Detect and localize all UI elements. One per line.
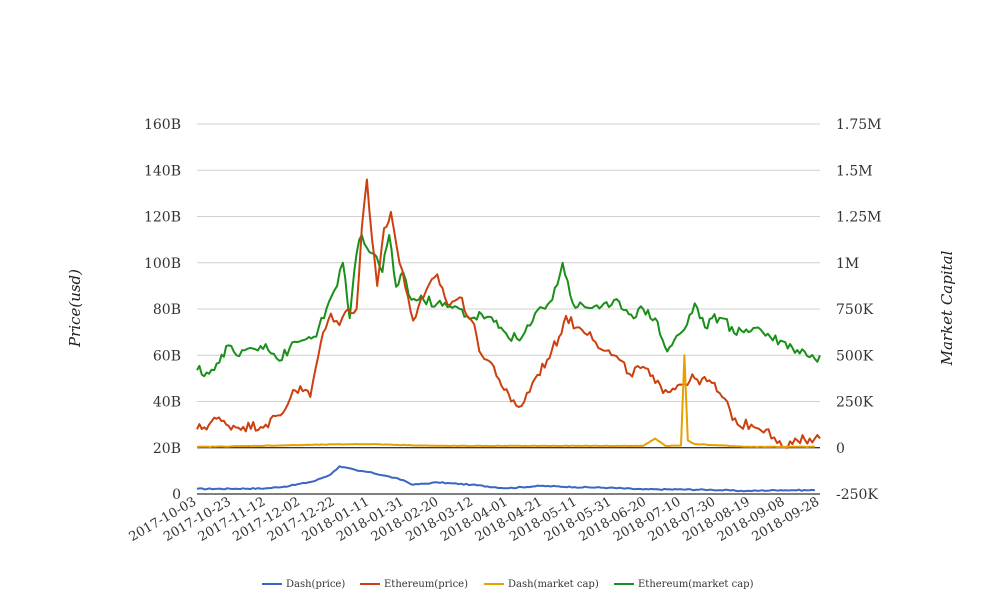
legend-label: Ethereum(market cap) [638,579,754,590]
right-axis-ticks: -250K 0 250K 500K 750K 1M 1.25M 1.5M 1.75M [836,117,882,503]
series-line-dash-market-cap [196,354,815,448]
left-tick-label: 120B [144,210,181,226]
right-tick-label: 1.5M [836,163,873,179]
left-tick-label: 80B [153,302,181,318]
right-tick-label: 0 [836,441,845,457]
left-tick-label: 60B [153,348,181,364]
right-tick-label: 1.75M [836,117,882,133]
left-axis-ticks: 0 20B 40B 60B 80B 100B 120B 140B 160B [144,117,181,503]
left-tick-label: 40B [153,395,181,411]
series-line-dash-price [196,465,816,493]
right-tick-label: 750K [836,302,874,318]
series-line-ethereum-price [196,178,821,449]
legend-label: Dash(market cap) [508,579,599,590]
legend-label: Ethereum(price) [384,579,468,590]
left-tick-label: 100B [144,256,181,272]
series-line-ethereum-market-cap [196,234,821,378]
right-tick-label: 1M [836,256,859,272]
right-tick-label: 500K [836,348,874,364]
right-tick-label: 1.25M [836,210,882,226]
x-axis-ticks: 2017-10-032017-10-232017-11-122017-12-02… [127,494,822,544]
left-tick-label: 0 [172,487,181,503]
left-axis-title: Price(usd) [66,269,84,348]
left-tick-label: 140B [144,163,181,179]
right-axis-title: Market Capital [938,250,956,366]
left-tick-label: 160B [144,117,181,133]
legend-label: Dash(price) [286,579,345,590]
right-tick-label: -250K [836,487,878,503]
grid-lines [197,123,820,495]
left-tick-label: 20B [153,441,181,457]
right-tick-label: 250K [836,395,874,411]
legend: Dash(price) Ethereum(price) Dash(market ca… [262,579,754,590]
series-lines [196,178,821,493]
